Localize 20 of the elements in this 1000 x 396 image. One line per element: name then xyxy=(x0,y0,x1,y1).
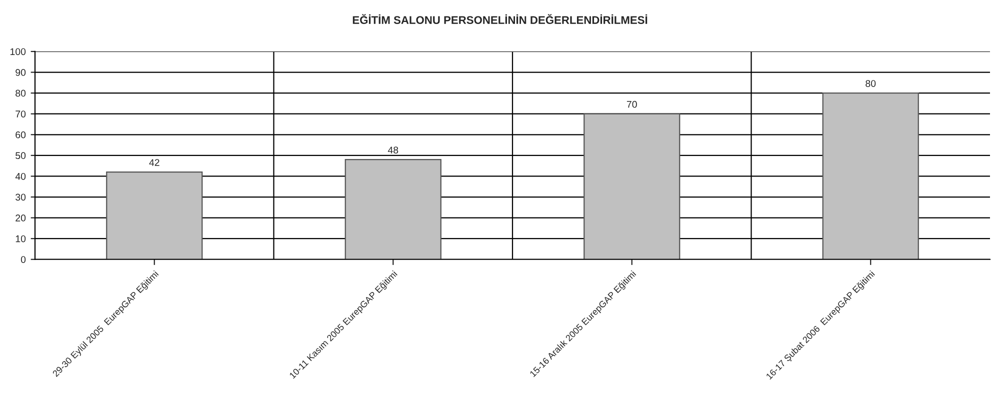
data-label: 70 xyxy=(626,100,637,108)
chart-title: EĞİTİM SALONU PERSONELİNİN DEĞERLENDİRİLMESİ xyxy=(352,14,648,24)
data-label: 80 xyxy=(866,80,876,87)
y-tick-label: 70 xyxy=(16,110,26,118)
y-tick-label: 30 xyxy=(16,194,26,201)
y-tick-label: 50 xyxy=(16,152,26,160)
y-tick-label: 0 xyxy=(20,256,26,263)
y-tick-label: 60 xyxy=(16,131,26,138)
bar xyxy=(106,172,203,260)
bar xyxy=(584,113,680,260)
bar xyxy=(822,92,919,260)
bar xyxy=(344,159,442,260)
data-label: 48 xyxy=(388,146,398,154)
y-tick-label: 20 xyxy=(16,214,26,222)
y-tick-label: 80 xyxy=(16,90,26,97)
data-label: 42 xyxy=(149,159,160,166)
y-tick-label: 90 xyxy=(16,69,26,76)
y-tick-label: 100 xyxy=(10,48,26,56)
y-tick-label: 10 xyxy=(16,235,26,242)
y-tick-label: 40 xyxy=(15,172,26,180)
